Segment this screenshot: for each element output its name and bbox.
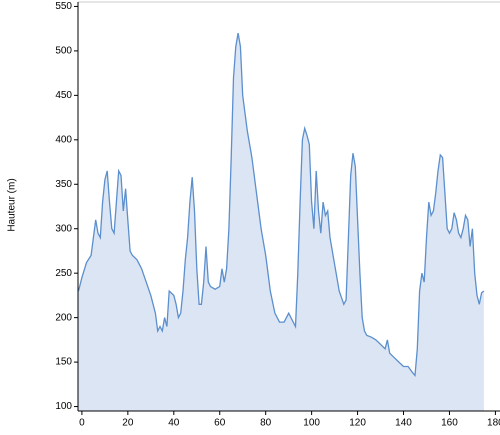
x-tick-label: 20: [122, 418, 134, 429]
y-tick-label: 400: [55, 134, 72, 145]
area-fill: [78, 33, 484, 411]
y-tick-label: 150: [55, 357, 72, 368]
y-tick-label: 550: [55, 1, 72, 12]
x-tick-label: 100: [303, 418, 320, 429]
y-tick-label: 200: [55, 312, 72, 323]
x-tick-label: 60: [214, 418, 226, 429]
x-tick-label: 160: [441, 418, 458, 429]
y-tick-label: 450: [55, 90, 72, 101]
x-tick-label: 120: [349, 418, 366, 429]
x-tick-label: 180: [487, 418, 500, 429]
x-tick-label: 80: [260, 418, 272, 429]
y-axis-label: Hauteur (m): [7, 178, 18, 231]
x-tick-label: 40: [168, 418, 180, 429]
x-tick-label: 0: [79, 418, 85, 429]
y-tick-label: 500: [55, 46, 72, 57]
y-tick-label: 100: [55, 401, 72, 412]
y-tick-label: 250: [55, 268, 72, 279]
y-tick-label: 300: [55, 223, 72, 234]
y-tick-label: 350: [55, 179, 72, 190]
area-line: [77, 32, 485, 377]
x-tick-label: 140: [395, 418, 412, 429]
